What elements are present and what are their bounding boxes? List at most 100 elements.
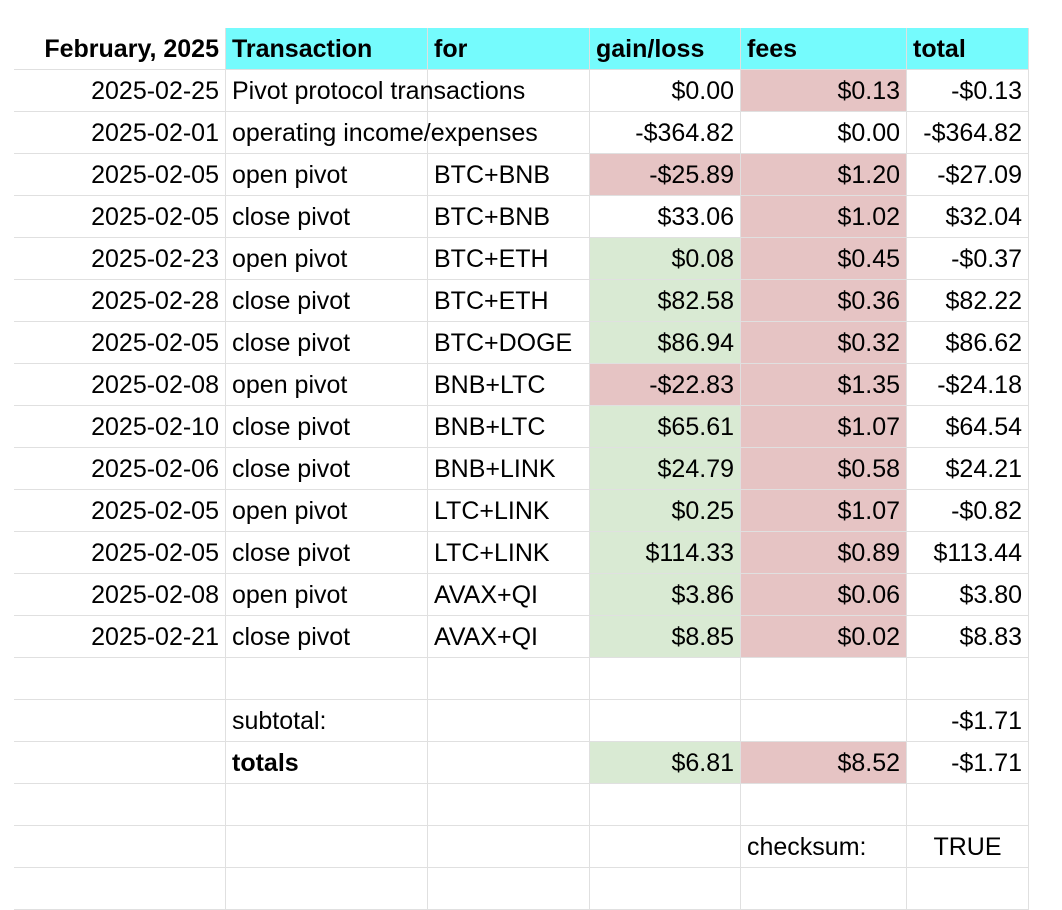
checksum-label[interactable]: checksum:	[741, 826, 907, 868]
transaction-cell[interactable]: open pivot	[226, 238, 428, 280]
cell[interactable]	[907, 784, 1029, 826]
cell[interactable]	[226, 826, 428, 868]
for-cell[interactable]	[428, 112, 590, 154]
cell[interactable]	[590, 784, 741, 826]
date-cell[interactable]: 2025-02-05	[14, 154, 226, 196]
gain-loss-cell[interactable]: $114.33	[590, 532, 741, 574]
date-cell[interactable]: 2025-02-05	[14, 490, 226, 532]
for-cell[interactable]: BTC+BNB	[428, 154, 590, 196]
fees-cell[interactable]: $0.06	[741, 574, 907, 616]
gain-loss-cell[interactable]: -$25.89	[590, 154, 741, 196]
total-cell[interactable]: -$364.82	[907, 112, 1029, 154]
cell[interactable]	[428, 784, 590, 826]
fees-cell[interactable]: $0.36	[741, 280, 907, 322]
transaction-cell[interactable]: open pivot	[226, 364, 428, 406]
date-cell[interactable]: 2025-02-25	[14, 70, 226, 112]
for-cell[interactable]: BTC+BNB	[428, 196, 590, 238]
header-gain-loss[interactable]: gain/loss	[590, 28, 741, 70]
for-cell[interactable]: BTC+ETH	[428, 280, 590, 322]
date-cell[interactable]: 2025-02-28	[14, 280, 226, 322]
date-cell[interactable]: 2025-02-01	[14, 112, 226, 154]
total-cell[interactable]: -$0.13	[907, 70, 1029, 112]
fees-cell[interactable]: $0.58	[741, 448, 907, 490]
date-cell[interactable]: 2025-02-05	[14, 532, 226, 574]
cell[interactable]	[428, 700, 590, 742]
totals-fees[interactable]: $8.52	[741, 742, 907, 784]
date-cell[interactable]: 2025-02-10	[14, 406, 226, 448]
total-cell[interactable]: -$0.37	[907, 238, 1029, 280]
for-cell[interactable]: BNB+LTC	[428, 364, 590, 406]
gain-loss-cell[interactable]: $0.08	[590, 238, 741, 280]
fees-cell[interactable]: $0.89	[741, 532, 907, 574]
header-transaction[interactable]: Transaction	[226, 28, 428, 70]
subtotal-total[interactable]: -$1.71	[907, 700, 1029, 742]
date-cell[interactable]: 2025-02-08	[14, 364, 226, 406]
subtotal-label[interactable]: subtotal:	[226, 700, 428, 742]
cell[interactable]	[907, 658, 1029, 700]
cell[interactable]	[741, 784, 907, 826]
for-cell[interactable]: LTC+LINK	[428, 490, 590, 532]
for-cell[interactable]	[428, 70, 590, 112]
for-cell[interactable]: BNB+LINK	[428, 448, 590, 490]
gain-loss-cell[interactable]: -$22.83	[590, 364, 741, 406]
transaction-cell[interactable]: close pivot	[226, 448, 428, 490]
fees-cell[interactable]: $1.02	[741, 196, 907, 238]
cell[interactable]	[14, 868, 226, 910]
for-cell[interactable]: BNB+LTC	[428, 406, 590, 448]
transaction-cell[interactable]: close pivot	[226, 196, 428, 238]
header-for[interactable]: for	[428, 28, 590, 70]
for-cell[interactable]: AVAX+QI	[428, 574, 590, 616]
checksum-value[interactable]: TRUE	[907, 826, 1029, 868]
gain-loss-cell[interactable]: $82.58	[590, 280, 741, 322]
date-cell[interactable]: 2025-02-06	[14, 448, 226, 490]
total-cell[interactable]: $3.80	[907, 574, 1029, 616]
gain-loss-cell[interactable]: -$364.82	[590, 112, 741, 154]
gain-loss-cell[interactable]: $0.25	[590, 490, 741, 532]
cell[interactable]	[590, 868, 741, 910]
transaction-cell[interactable]: open pivot	[226, 490, 428, 532]
gain-loss-cell[interactable]: $33.06	[590, 196, 741, 238]
cell[interactable]	[590, 700, 741, 742]
transaction-cell[interactable]: Pivot protocol transactions	[226, 70, 525, 112]
fees-cell[interactable]: $0.32	[741, 322, 907, 364]
gain-loss-cell[interactable]: $3.86	[590, 574, 741, 616]
gain-loss-cell[interactable]: $65.61	[590, 406, 741, 448]
total-cell[interactable]: $24.21	[907, 448, 1029, 490]
cell[interactable]	[14, 826, 226, 868]
total-cell[interactable]: $113.44	[907, 532, 1029, 574]
cell[interactable]	[907, 868, 1029, 910]
total-cell[interactable]: -$0.82	[907, 490, 1029, 532]
fees-cell[interactable]: $1.07	[741, 406, 907, 448]
cell[interactable]	[226, 784, 428, 826]
date-cell[interactable]: 2025-02-21	[14, 616, 226, 658]
fees-cell[interactable]: $1.20	[741, 154, 907, 196]
for-cell[interactable]: AVAX+QI	[428, 616, 590, 658]
cell[interactable]	[428, 868, 590, 910]
transaction-cell[interactable]: close pivot	[226, 616, 428, 658]
fees-cell[interactable]: $0.13	[741, 70, 907, 112]
cell[interactable]	[590, 826, 741, 868]
fees-cell[interactable]: $0.00	[741, 112, 907, 154]
header-fees[interactable]: fees	[741, 28, 907, 70]
transaction-cell[interactable]: operating income/expenses	[226, 112, 538, 154]
total-cell[interactable]: -$24.18	[907, 364, 1029, 406]
transaction-cell[interactable]: close pivot	[226, 532, 428, 574]
cell[interactable]	[741, 658, 907, 700]
for-cell[interactable]: LTC+LINK	[428, 532, 590, 574]
total-cell[interactable]: $82.22	[907, 280, 1029, 322]
transaction-cell[interactable]: close pivot	[226, 322, 428, 364]
transaction-cell[interactable]: open pivot	[226, 574, 428, 616]
totals-total[interactable]: -$1.71	[907, 742, 1029, 784]
cell[interactable]	[741, 700, 907, 742]
fees-cell[interactable]: $0.02	[741, 616, 907, 658]
cell[interactable]	[14, 742, 226, 784]
total-cell[interactable]: $86.62	[907, 322, 1029, 364]
fees-cell[interactable]: $0.45	[741, 238, 907, 280]
header-month[interactable]: February, 2025	[14, 28, 226, 70]
total-cell[interactable]: -$27.09	[907, 154, 1029, 196]
totals-gain-loss[interactable]: $6.81	[590, 742, 741, 784]
cell[interactable]	[14, 658, 226, 700]
date-cell[interactable]: 2025-02-08	[14, 574, 226, 616]
date-cell[interactable]: 2025-02-23	[14, 238, 226, 280]
header-total[interactable]: total	[907, 28, 1029, 70]
